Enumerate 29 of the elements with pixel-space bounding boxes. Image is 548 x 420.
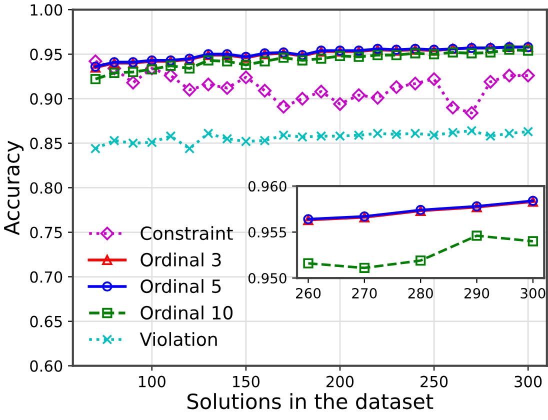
y-tick-label: 0.75 bbox=[30, 226, 62, 238]
legend-label: Ordinal 3 bbox=[140, 252, 221, 267]
y-tick-label: 0.80 bbox=[30, 182, 62, 194]
x-tick-label: 100 bbox=[138, 376, 166, 388]
y-tick-label: 0.70 bbox=[30, 271, 62, 283]
legend-label: Ordinal 10 bbox=[140, 306, 233, 320]
x-tick-label: 290 bbox=[464, 288, 490, 299]
x-tick-label: 270 bbox=[352, 288, 377, 299]
y-axis-title: Accuracy bbox=[4, 140, 24, 236]
x-tick-label: 250 bbox=[420, 376, 448, 388]
y-tick-label: 0.960 bbox=[248, 181, 286, 192]
x-tick-label: 260 bbox=[296, 288, 321, 299]
x-axis-title: Solutions in the dataset bbox=[188, 393, 434, 410]
y-tick-label: 0.95 bbox=[30, 48, 62, 60]
x-tick-label: 300 bbox=[514, 376, 542, 388]
y-tick-label: 0.60 bbox=[30, 360, 62, 372]
y-tick-label: 0.85 bbox=[30, 138, 62, 150]
x-tick-label: 200 bbox=[326, 376, 354, 388]
y-tick-label: 0.65 bbox=[30, 316, 62, 328]
legend-label: Violation bbox=[140, 332, 217, 346]
y-tick-label: 0.950 bbox=[248, 273, 286, 284]
y-tick-label: 0.90 bbox=[30, 93, 62, 105]
y-tick-label: 1.00 bbox=[30, 4, 62, 16]
y-tick-label: 0.955 bbox=[248, 227, 286, 238]
legend-label: Ordinal 5 bbox=[140, 279, 221, 294]
x-tick-label: 300 bbox=[520, 288, 546, 299]
x-tick-label: 150 bbox=[233, 376, 260, 388]
legend-label: Constraint bbox=[140, 226, 233, 240]
x-tick-label: 280 bbox=[408, 288, 433, 299]
